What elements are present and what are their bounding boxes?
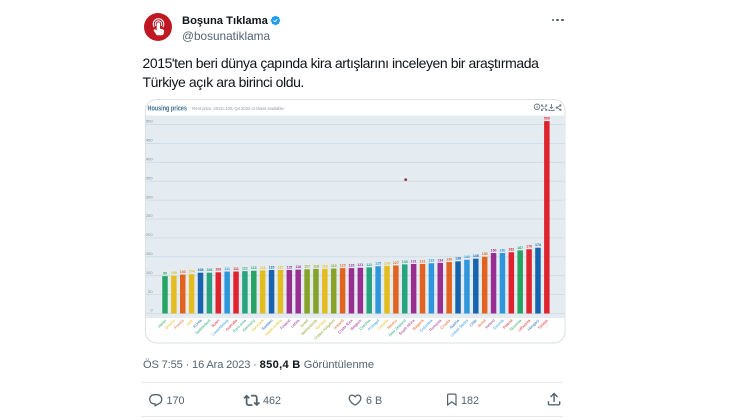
svg-text:112: 112 xyxy=(242,267,248,271)
svg-text:200: 200 xyxy=(146,232,153,237)
svg-text:120: 120 xyxy=(349,264,355,268)
svg-text:Japan: Japan xyxy=(157,319,167,329)
svg-text:450: 450 xyxy=(146,138,153,143)
svg-text:133: 133 xyxy=(428,259,434,263)
svg-text:131: 131 xyxy=(411,259,417,263)
svg-text:Finland: Finland xyxy=(280,319,292,331)
svg-text:160: 160 xyxy=(499,248,505,252)
svg-text:118: 118 xyxy=(313,264,319,268)
svg-text:Spain: Spain xyxy=(211,319,221,329)
svg-text:114: 114 xyxy=(260,266,266,270)
svg-text:103: 103 xyxy=(180,270,186,274)
svg-text:350: 350 xyxy=(146,175,153,180)
svg-text:0: 0 xyxy=(150,308,153,313)
svg-text:111: 111 xyxy=(224,267,230,271)
svg-text:138: 138 xyxy=(455,257,461,261)
svg-text:100: 100 xyxy=(171,271,177,275)
svg-text:Korea: Korea xyxy=(193,318,204,329)
svg-text:Brazil: Brazil xyxy=(477,318,487,328)
svg-text:111: 111 xyxy=(233,267,239,271)
svg-text:136: 136 xyxy=(446,257,452,261)
svg-text:Rent price, 2015=100, Q4 2023: Rent price, 2015=100, Q4 2023 or latest … xyxy=(192,106,284,112)
svg-text:109: 109 xyxy=(215,268,221,272)
svg-text:113: 113 xyxy=(251,266,257,270)
svg-text:Latvia: Latvia xyxy=(290,318,301,329)
svg-text:170: 170 xyxy=(526,245,532,249)
svg-text:126: 126 xyxy=(384,261,390,265)
svg-text:300: 300 xyxy=(146,194,153,199)
svg-text:116: 116 xyxy=(295,265,301,269)
svg-text:130: 130 xyxy=(402,260,408,264)
svg-text:150: 150 xyxy=(146,251,153,256)
svg-text:118: 118 xyxy=(322,264,328,268)
svg-text:Mexico: Mexico xyxy=(387,319,398,330)
svg-text:Türkiye: Türkiye xyxy=(537,319,549,331)
svg-text:509: 509 xyxy=(544,117,550,121)
svg-text:500: 500 xyxy=(146,119,153,124)
svg-text:108: 108 xyxy=(206,268,212,272)
svg-text:134: 134 xyxy=(437,258,443,262)
svg-text:120: 120 xyxy=(340,264,346,268)
svg-text:125: 125 xyxy=(375,262,381,266)
svg-text:100: 100 xyxy=(146,270,153,275)
svg-text:131: 131 xyxy=(420,259,426,263)
svg-text:115: 115 xyxy=(278,265,284,269)
svg-text:145: 145 xyxy=(473,254,479,258)
svg-text:104: 104 xyxy=(189,270,195,274)
svg-text:150: 150 xyxy=(482,252,488,256)
svg-text:162: 162 xyxy=(508,248,514,252)
svg-text:167: 167 xyxy=(517,246,523,250)
svg-text:Chile: Chile xyxy=(469,319,478,328)
svg-text:France: France xyxy=(174,319,185,330)
svg-text:115: 115 xyxy=(269,265,275,269)
svg-text:Poland: Poland xyxy=(502,319,513,330)
svg-text:142: 142 xyxy=(464,255,470,259)
svg-text:Iceland: Iceland xyxy=(333,319,345,331)
svg-text:50: 50 xyxy=(148,289,153,294)
svg-text:119: 119 xyxy=(331,264,337,268)
svg-text:121: 121 xyxy=(357,263,363,267)
svg-text:117: 117 xyxy=(304,265,310,269)
svg-text:122: 122 xyxy=(366,263,372,267)
svg-text:Housing prices: Housing prices xyxy=(148,103,188,112)
svg-text:Austria: Austria xyxy=(449,318,461,330)
svg-text:99: 99 xyxy=(163,271,167,275)
svg-text:Italy: Italy xyxy=(186,319,194,327)
svg-text:Greece: Greece xyxy=(164,319,176,331)
svg-text:108: 108 xyxy=(198,268,204,272)
svg-text:160: 160 xyxy=(491,248,497,252)
svg-text:115: 115 xyxy=(286,265,292,269)
svg-text:174: 174 xyxy=(535,243,541,247)
svg-text:Ireland: Ireland xyxy=(485,319,496,330)
svg-text:400: 400 xyxy=(146,157,153,162)
svg-text:127: 127 xyxy=(393,261,399,265)
svg-text:Israel: Israel xyxy=(300,318,310,328)
svg-text:250: 250 xyxy=(146,213,153,218)
